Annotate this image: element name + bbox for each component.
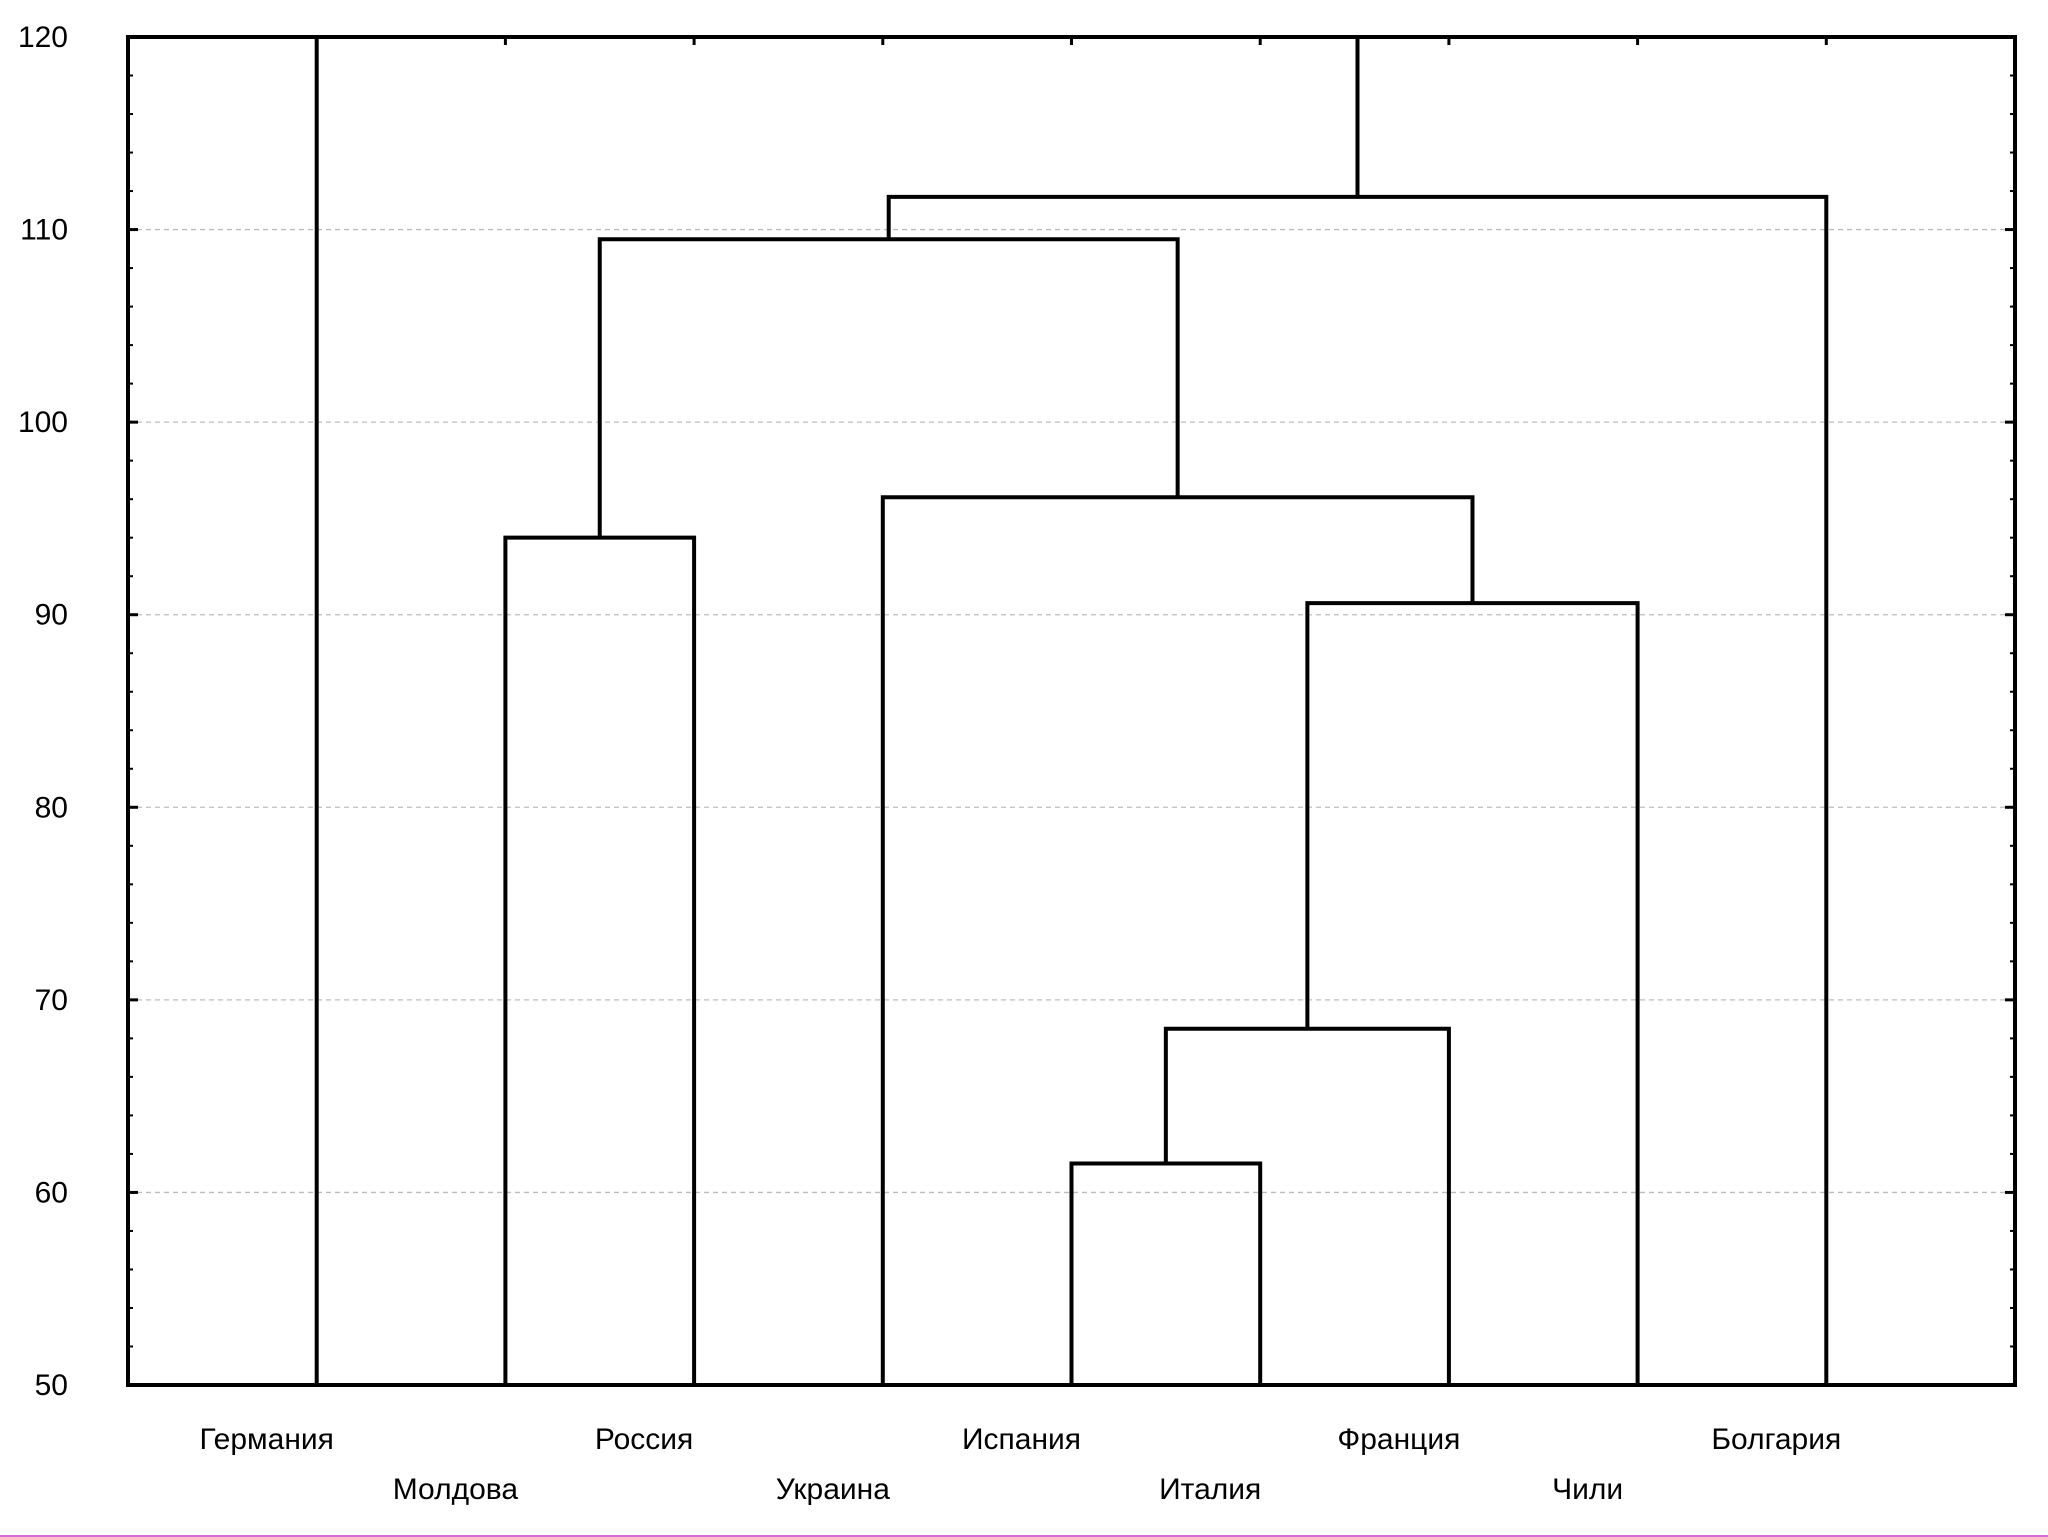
leaf-label: Украина: [776, 1473, 891, 1506]
y-tick-label: 70: [35, 984, 68, 1017]
y-tick-label: 50: [35, 1369, 68, 1402]
dendrogram-link: [1163, 1026, 1451, 1385]
y-tick-label: 110: [20, 214, 68, 247]
axes: [126, 35, 2017, 1387]
leaf-label: Болгария: [1711, 1423, 1841, 1456]
labels: 50 60 70 80 90 100 110 120 Германия Молдова Россия…: [18, 21, 1841, 1506]
y-tick-label: 90: [35, 599, 68, 632]
dendrogram-link: [886, 194, 1829, 1385]
dendrogram-link: [1069, 1161, 1263, 1385]
y-tick-label: 100: [18, 406, 68, 439]
y-tick-label: 80: [35, 791, 68, 824]
grid-lines: [128, 228, 2015, 1194]
dendrogram-link: [880, 495, 1475, 1385]
dendrogram-link: [503, 535, 697, 1385]
y-tick-label: 60: [35, 1176, 68, 1209]
plot-frame: [126, 35, 2017, 1387]
dendrogram-link: [1305, 601, 1640, 1385]
leaf-label: Испания: [962, 1423, 1081, 1456]
leaf-label: Италия: [1159, 1473, 1261, 1506]
y-tick-label: 120: [18, 21, 68, 54]
dendrogram-links: [314, 35, 1829, 1385]
dendrogram-link: [597, 237, 1180, 538]
leaf-label: Молдова: [393, 1473, 519, 1506]
leaf-label: Россия: [595, 1423, 693, 1456]
leaf-label: Франция: [1337, 1423, 1460, 1456]
leaf-label: Чили: [1552, 1473, 1623, 1506]
leaf-label: Германия: [199, 1423, 334, 1456]
bottom-border: [0, 1535, 2048, 1537]
